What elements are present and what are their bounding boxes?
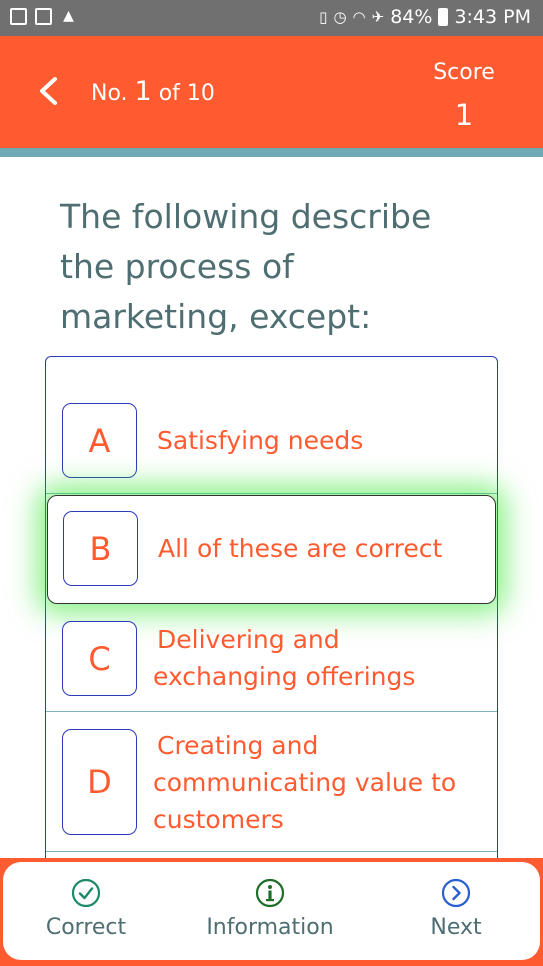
quiz-header: No. 1 of 10 Score 1: [0, 36, 543, 148]
option-divider: [46, 493, 497, 494]
next-label: Next: [430, 915, 482, 940]
recycle-icon: [35, 8, 52, 25]
question-counter: No. 1 of 10: [91, 76, 215, 107]
clock: 3:43 PM: [454, 6, 531, 28]
bottom-nav: [3, 862, 540, 960]
notification-icons: ▲: [10, 8, 77, 25]
option-letter: B: [63, 511, 138, 586]
option-label-line: exchanging offerings: [153, 662, 416, 691]
battery-icon: [438, 8, 449, 26]
option-divider: [46, 711, 497, 712]
question-prefix: No.: [91, 81, 128, 106]
correct-button[interactable]: Correct: [36, 878, 136, 940]
chevron-right-circle-icon: [441, 878, 471, 908]
option-b-selected[interactable]: B All of these are correct: [47, 495, 496, 604]
option-label-line: Creating and: [157, 731, 319, 760]
option-label: All of these are correct: [158, 534, 443, 563]
question-total: of 10: [158, 81, 215, 106]
option-label-line: Delivering and: [157, 625, 340, 654]
option-label-line: customers: [153, 805, 284, 834]
airplane-icon: ✈: [371, 8, 385, 26]
information-label: Information: [206, 915, 334, 940]
system-status: ▯ ◷ ◠ ✈ 84% 3:43 PM: [319, 6, 531, 28]
gallery-icon: [10, 8, 27, 25]
question-text: The following describe the process of ma…: [60, 197, 432, 336]
battery-percent: 84%: [390, 6, 433, 28]
next-button[interactable]: Next: [416, 878, 496, 940]
warning-icon: ▲: [63, 8, 74, 24]
header-divider: [0, 148, 543, 157]
option-letter: C: [62, 621, 137, 696]
question-number: 1: [134, 76, 152, 107]
vibrate-icon: ▯: [319, 8, 328, 26]
correct-label: Correct: [45, 915, 127, 940]
status-bar: ▲ ▯ ◷ ◠ ✈ 84% 3:43 PM: [0, 0, 543, 36]
option-divider: [46, 851, 497, 852]
check-circle-icon: [71, 878, 101, 908]
option-label: Creating and communicating value to cust…: [153, 727, 483, 838]
option-label: Delivering and exchanging offerings: [153, 621, 453, 695]
back-chevron-icon[interactable]: [36, 76, 62, 106]
score-value: 1: [454, 98, 474, 132]
option-label: Satisfying needs: [157, 426, 364, 455]
wifi-icon: ◠: [352, 8, 366, 26]
option-label-line: communicating value to: [153, 768, 457, 797]
option-letter: D: [62, 729, 137, 835]
information-button[interactable]: Information: [200, 878, 340, 940]
option-letter: A: [62, 403, 137, 478]
info-circle-icon: [255, 878, 285, 908]
alarm-icon: ◷: [333, 8, 347, 26]
score-label: Score: [433, 60, 495, 85]
